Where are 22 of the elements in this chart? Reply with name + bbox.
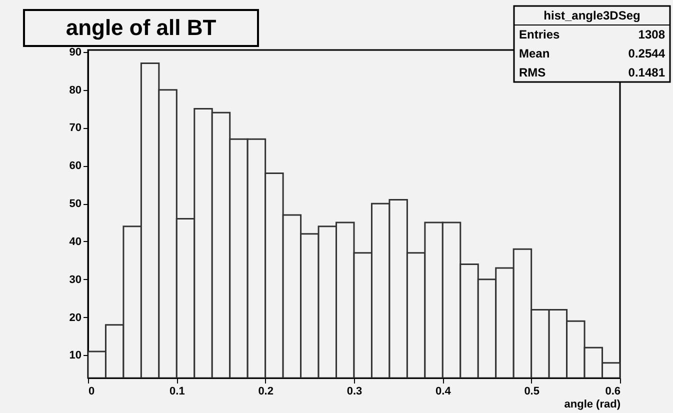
chart-title: angle of all BT — [66, 15, 217, 40]
x-axis-title: angle (rad) — [564, 398, 621, 410]
y-tick-label: 50 — [69, 198, 82, 210]
x-tick-label: 0.4 — [436, 386, 452, 398]
x-tick-label: 0.3 — [346, 386, 362, 398]
text: Mean 0.2544 — [519, 46, 665, 60]
y-tick-label: 70 — [69, 122, 82, 134]
y-tick-label: 40 — [69, 236, 82, 248]
y-tick-label: 20 — [69, 312, 82, 324]
y-tick-label: 60 — [69, 160, 82, 172]
x-tick-label: 0.6 — [605, 386, 620, 398]
y-tick-label: 90 — [69, 46, 82, 58]
x-tick-label: 0 — [88, 386, 95, 398]
y-tick-label: 30 — [69, 274, 82, 286]
y-tick-label: 10 — [69, 350, 82, 362]
text: hist_angle3DSeg — [544, 8, 640, 22]
text: RMS 0.1481 — [519, 66, 665, 80]
x-tick-label: 0.1 — [170, 386, 185, 398]
x-tick-label: 0.5 — [524, 386, 540, 398]
y-tick-label: 80 — [69, 84, 82, 96]
x-tick-label: 0.2 — [258, 386, 274, 398]
text: Entries 1308 — [519, 28, 665, 42]
